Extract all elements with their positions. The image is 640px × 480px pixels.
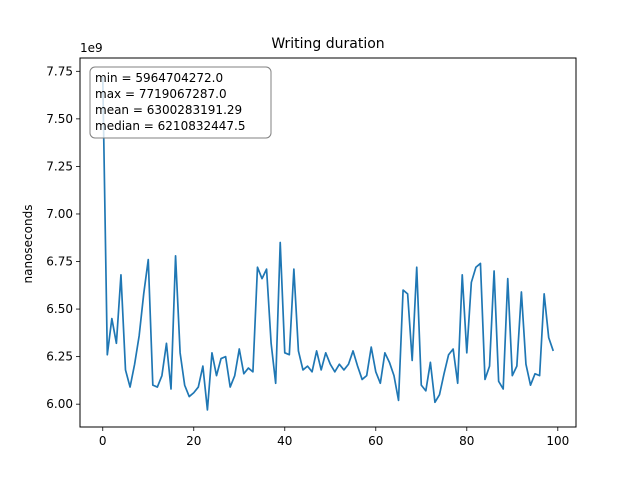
y-tick-label: 7.00 <box>46 207 73 221</box>
chart-title: Writing duration <box>271 36 384 52</box>
stats-median: median = 6210832447.5 <box>95 119 245 133</box>
y-offset-label: 1e9 <box>80 41 103 55</box>
x-tick-label: 60 <box>368 434 383 448</box>
y-tick-label: 6.25 <box>46 350 73 364</box>
y-tick-label: 6.00 <box>46 397 73 411</box>
y-axis-label: nanoseconds <box>21 205 35 284</box>
plot-frame <box>79 57 577 428</box>
y-tick-label: 6.75 <box>46 255 73 269</box>
stats-min: min = 5964704272.0 <box>95 71 223 85</box>
x-tick-label: 100 <box>546 434 569 448</box>
stats-box-frame <box>89 66 272 139</box>
stats-max: max = 7719067287.0 <box>95 87 227 101</box>
y-tick-label: 7.75 <box>46 64 73 78</box>
x-tick-label: 40 <box>277 434 292 448</box>
axis-ticks: 0 20 40 60 80 100 6.00 6.25 6.50 6.75 7.00 7.25 7.50… <box>46 64 569 448</box>
series-layer <box>101 77 555 411</box>
x-tick-label: 0 <box>99 434 107 448</box>
series-line <box>101 77 555 411</box>
y-tick-label: 6.50 <box>46 302 73 316</box>
stats-box: min = 5964704272.0 max = 7719067287.0 me… <box>89 66 272 139</box>
x-tick-label: 20 <box>186 434 201 448</box>
y-tick-label: 7.50 <box>46 112 73 126</box>
x-tick-label: 80 <box>459 434 474 448</box>
stats-mean: mean = 6300283191.29 <box>95 103 242 117</box>
y-tick-label: 7.25 <box>46 159 73 173</box>
